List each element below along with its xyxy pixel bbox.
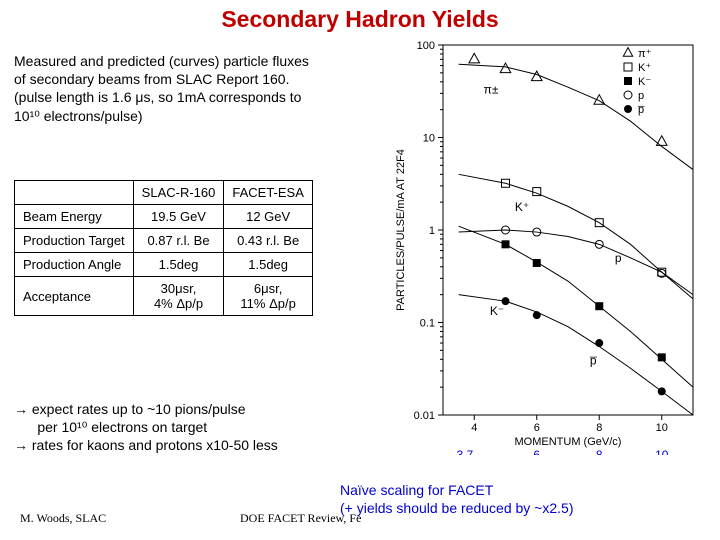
- svg-text:K⁻: K⁻: [638, 76, 651, 88]
- svg-text:p: p: [638, 90, 644, 102]
- svg-text:10: 10: [655, 448, 669, 455]
- table-cell: 1.5deg: [133, 253, 224, 277]
- svg-text:MOMENTUM (GeV/c): MOMENTUM (GeV/c): [515, 436, 622, 448]
- table-row: Production Target 0.87 r.l. Be 0.43 r.l.…: [15, 229, 313, 253]
- svg-text:4: 4: [471, 422, 477, 434]
- expect-line: per 10¹⁰ electrons on target: [14, 419, 207, 435]
- table-cell: FACET-ESA: [224, 181, 313, 205]
- svg-text:π±: π±: [484, 82, 499, 96]
- svg-text:p̅: p̅: [637, 104, 645, 116]
- svg-text:K⁺: K⁺: [515, 200, 529, 214]
- svg-text:0.1: 0.1: [420, 318, 435, 330]
- footer-author: M. Woods, SLAC: [20, 511, 106, 526]
- intro-line: (pulse length is 1.6 μs, so 1mA correspo…: [14, 89, 301, 105]
- svg-text:8: 8: [596, 448, 603, 455]
- table-cell: SLAC-R-160: [133, 181, 224, 205]
- table-cell: 1.5deg: [224, 253, 313, 277]
- intro-line: 10¹⁰ electrons/pulse): [14, 108, 143, 124]
- intro-line: Measured and predicted (curves) particle…: [14, 53, 309, 69]
- scaling-line: (+ yields should be reduced by ~x2.5): [340, 500, 573, 516]
- svg-text:0.01: 0.01: [414, 410, 435, 422]
- svg-text:100: 100: [417, 40, 435, 52]
- svg-text:K⁺: K⁺: [638, 62, 651, 74]
- table-cell: Beam Energy: [15, 205, 134, 229]
- svg-text:10: 10: [656, 422, 668, 434]
- facet-scaling-note: Naïve scaling for FACET (+ yields should…: [340, 482, 573, 517]
- expect-line: → expect rates up to ~10 pions/pulse: [14, 401, 246, 417]
- table-cell: 19.5 GeV: [133, 205, 224, 229]
- table-cell: 0.43 r.l. Be: [224, 229, 313, 253]
- table-cell: Production Angle: [15, 253, 134, 277]
- table-cell: 30μsr, 4% Δp/p: [133, 277, 224, 316]
- table-cell: [15, 181, 134, 205]
- svg-text:π⁺: π⁺: [638, 48, 652, 60]
- table-header-row: SLAC-R-160 FACET-ESA: [15, 181, 313, 205]
- table-cell: 0.87 r.l. Be: [133, 229, 224, 253]
- svg-text:p̅: p̅: [589, 354, 597, 368]
- comparison-table: SLAC-R-160 FACET-ESA Beam Energy 19.5 Ge…: [14, 180, 313, 316]
- table-row: Beam Energy 19.5 GeV 12 GeV: [15, 205, 313, 229]
- table-cell: 12 GeV: [224, 205, 313, 229]
- svg-text:1: 1: [429, 225, 435, 237]
- svg-text:3.7: 3.7: [457, 448, 474, 455]
- expect-line: → rates for kaons and protons x10-50 les…: [14, 437, 278, 453]
- intro-line: of secondary beams from SLAC Report 160.: [14, 71, 289, 87]
- svg-text:PARTICLES/PULSE/mA AT 22F4: PARTICLES/PULSE/mA AT 22F4: [395, 149, 407, 311]
- intro-text: Measured and predicted (curves) particle…: [14, 52, 354, 125]
- expectation-text: → expect rates up to ~10 pions/pulse per…: [14, 400, 278, 455]
- svg-text:6: 6: [534, 422, 540, 434]
- svg-text:K⁻: K⁻: [490, 304, 504, 318]
- table-cell: 6μsr, 11% Δp/p: [224, 277, 313, 316]
- footer-meeting: DOE FACET Review, Fe: [240, 511, 361, 526]
- svg-text:8: 8: [596, 422, 602, 434]
- scaling-line: Naïve scaling for FACET: [340, 482, 493, 498]
- svg-text:6: 6: [533, 448, 540, 455]
- slide-title: Secondary Hadron Yields: [0, 6, 720, 33]
- table-row: Production Angle 1.5deg 1.5deg: [15, 253, 313, 277]
- table-cell: Acceptance: [15, 277, 134, 316]
- table-row: Acceptance 30μsr, 4% Δp/p 6μsr, 11% Δp/p: [15, 277, 313, 316]
- yield-chart: 0.01 0.1 1 10 100 4 6 8 10 MOMENTUM (GeV/c) PARTIC…: [388, 35, 708, 455]
- svg-text:p: p: [615, 251, 622, 265]
- svg-text:10: 10: [423, 133, 435, 145]
- table-cell: Production Target: [15, 229, 134, 253]
